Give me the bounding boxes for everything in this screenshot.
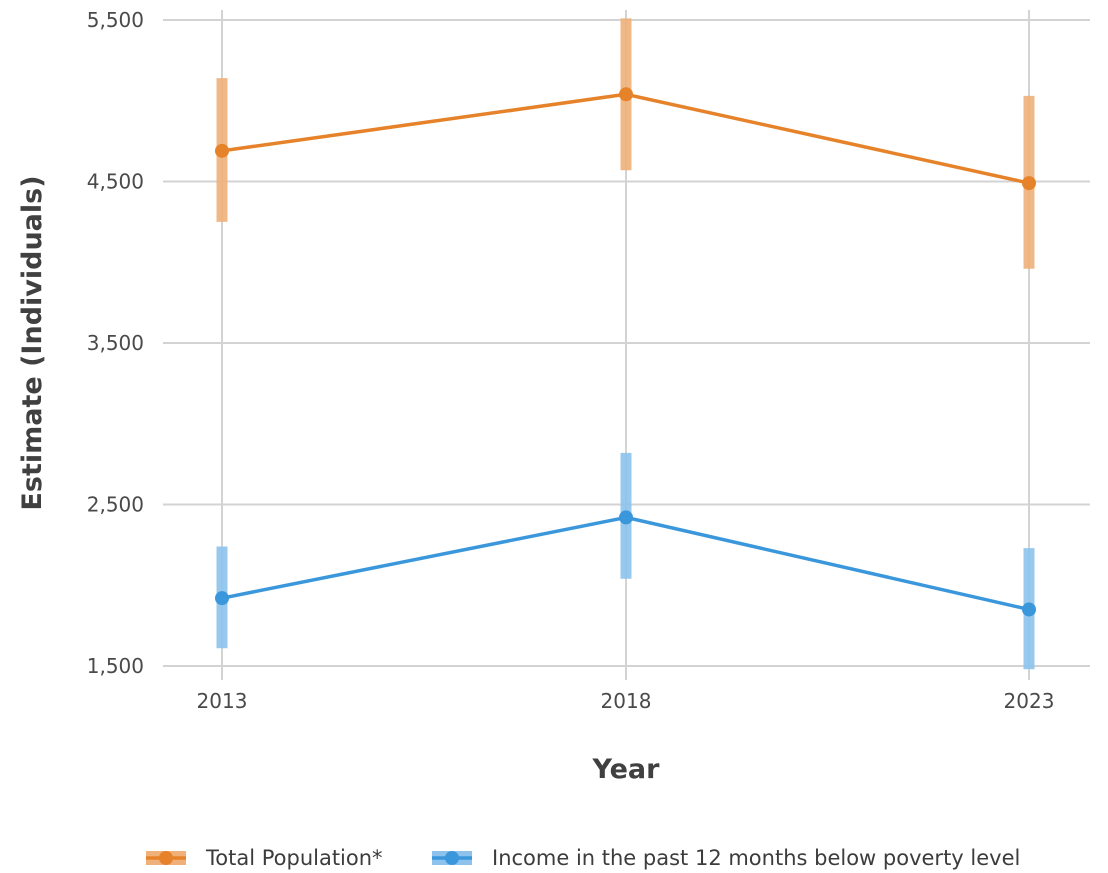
x-tick-label: 2018: [601, 689, 652, 713]
x-tick-label: 2013: [197, 689, 248, 713]
y-tick-label: 5,500: [87, 8, 144, 32]
legend-label: Income in the past 12 months below pover…: [492, 846, 1020, 870]
series-2: [215, 452, 1036, 670]
x-axis-title: Year: [592, 754, 661, 785]
y-tick-label: 2,500: [87, 493, 144, 517]
y-axis: 1,500 2,500 3,500 4,500 5,500: [87, 8, 144, 678]
legend-item-1: Total Population*: [146, 846, 383, 870]
series-1: [215, 18, 1036, 269]
x-axis: 2013 2018 2023: [197, 689, 1055, 713]
data-point: [215, 591, 229, 606]
plot-area: [215, 18, 1036, 670]
legend-item-2: Income in the past 12 months below pover…: [432, 846, 1020, 870]
legend: Total Population* Income in the past 12 m…: [146, 846, 1020, 870]
legend-label: Total Population*: [205, 846, 383, 870]
y-tick-label: 1,500: [87, 654, 144, 678]
x-tick-label: 2023: [1004, 689, 1055, 713]
y-axis-title: Estimate (Individuals): [17, 175, 48, 510]
legend-key: [432, 851, 472, 865]
y-tick-label: 3,500: [87, 331, 144, 355]
data-point: [1022, 176, 1036, 191]
data-point: [215, 143, 229, 158]
y-tick-label: 4,500: [87, 170, 144, 194]
legend-key: [146, 851, 186, 865]
data-point: [619, 510, 633, 525]
data-point: [1022, 602, 1036, 617]
data-point: [619, 87, 633, 102]
